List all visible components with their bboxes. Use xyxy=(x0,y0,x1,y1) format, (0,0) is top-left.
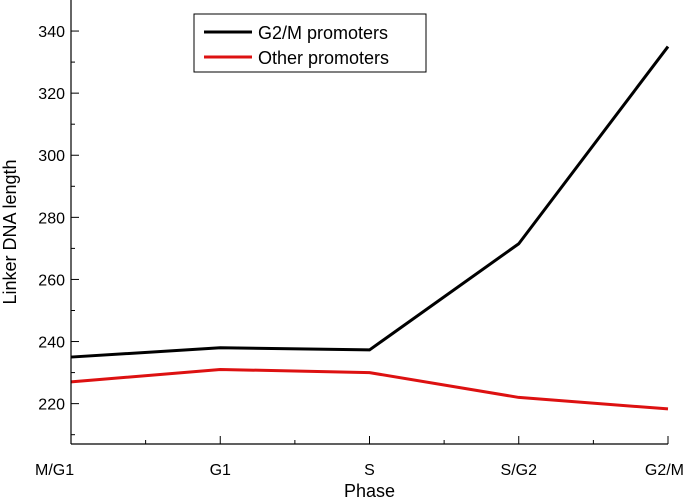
x-axis-title: Phase xyxy=(344,481,395,501)
series-line xyxy=(70,367,669,411)
y-tick-label: 280 xyxy=(38,210,65,227)
y-tick-label: 300 xyxy=(38,148,65,165)
y-tick-label: 320 xyxy=(38,86,65,103)
x-tick-label: S/G2 xyxy=(501,462,538,479)
y-tick-label: 260 xyxy=(38,272,65,289)
y-tick-label: 240 xyxy=(38,335,65,352)
x-tick-label: G1 xyxy=(210,462,231,479)
legend-box xyxy=(193,13,427,73)
legend: G2/M promoters Other promoters xyxy=(193,13,427,73)
legend-label: G2/M promoters xyxy=(258,23,388,43)
y-axis-ticks: 220 240 260 280 300 320 340 xyxy=(38,24,79,436)
x-tick-label: M/G1 xyxy=(35,462,74,479)
y-tick-label: 220 xyxy=(38,397,65,414)
y-tick-label: 340 xyxy=(38,24,65,41)
y-axis-title: Linker DNA length xyxy=(0,159,20,304)
x-tick-label: G2/M xyxy=(645,462,684,479)
series-lines xyxy=(70,45,670,411)
x-tick-label: S xyxy=(364,462,375,479)
x-axis-ticks: M/G1 G1 S S/G2 G2/M xyxy=(35,436,684,479)
legend-label: Other promoters xyxy=(258,48,389,68)
series-line xyxy=(70,45,670,359)
